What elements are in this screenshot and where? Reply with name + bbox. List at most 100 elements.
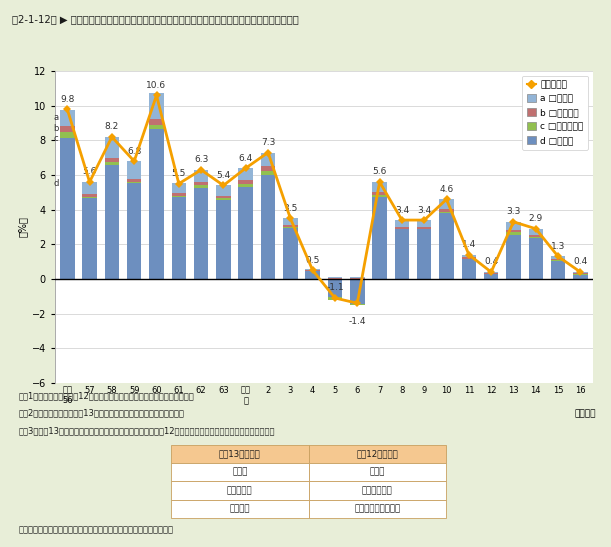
Text: d: d	[53, 179, 59, 188]
Bar	[327, 297, 342, 300]
Text: 6.4: 6.4	[239, 154, 253, 162]
Bar	[104, 137, 119, 158]
Bar	[395, 220, 409, 227]
Text: 2．平成８年度及び平成13年度に調査対象産業が追加されている。: 2．平成８年度及び平成13年度に調査対象産業が追加されている。	[18, 409, 184, 417]
Bar	[551, 259, 565, 260]
Bar	[283, 218, 298, 225]
Bar	[194, 182, 208, 185]
Bar	[194, 185, 208, 188]
Text: 3.4: 3.4	[417, 206, 431, 214]
Bar	[529, 238, 543, 279]
Text: 5.6: 5.6	[82, 167, 97, 177]
Bar	[507, 222, 521, 230]
Bar	[238, 168, 253, 181]
Bar	[372, 193, 387, 195]
Y-axis label: （%）: （%）	[18, 217, 27, 237]
Bar	[439, 213, 454, 279]
Bar	[82, 194, 97, 197]
Bar	[306, 271, 320, 279]
Bar	[372, 182, 387, 193]
Text: 5.5: 5.5	[172, 169, 186, 178]
Text: 3.3: 3.3	[507, 207, 521, 216]
Bar	[82, 198, 97, 279]
Bar	[261, 166, 276, 171]
Bar	[327, 277, 342, 278]
Text: 0.5: 0.5	[306, 256, 320, 265]
Legend: 実質増加率, a □大学等, b □公的機関, c □非営利団体, d □企業等: 実質増加率, a □大学等, b □公的機関, c □非営利団体, d □企業等	[522, 75, 588, 149]
Text: c: c	[53, 134, 58, 143]
Bar	[350, 304, 365, 305]
Bar	[261, 153, 276, 166]
Bar	[60, 138, 75, 279]
Bar	[127, 161, 141, 178]
Bar	[461, 255, 476, 257]
Bar	[127, 182, 141, 183]
Bar	[484, 272, 499, 273]
Bar	[372, 197, 387, 279]
Bar	[507, 235, 521, 279]
Text: -1.1: -1.1	[326, 283, 344, 293]
Bar	[306, 270, 320, 271]
Bar	[350, 279, 365, 304]
Bar	[529, 229, 543, 235]
Bar	[104, 165, 119, 279]
Bar	[216, 196, 231, 199]
Text: 0.4: 0.4	[484, 258, 499, 266]
Text: 6.3: 6.3	[194, 155, 208, 164]
Text: 6.8: 6.8	[127, 147, 141, 156]
Text: a: a	[53, 113, 59, 123]
Text: 7.3: 7.3	[261, 138, 275, 147]
Bar	[60, 132, 75, 138]
Text: 2.9: 2.9	[529, 214, 543, 223]
Bar	[327, 279, 342, 297]
Text: 3.4: 3.4	[395, 206, 409, 214]
Bar	[127, 178, 141, 182]
Bar	[238, 184, 253, 187]
Bar	[417, 227, 431, 229]
Text: 3.5: 3.5	[283, 204, 298, 213]
Bar	[60, 110, 75, 126]
Bar	[82, 182, 97, 194]
Bar	[573, 275, 588, 279]
Text: 資料：総務省統計局「科学技術研究調査報告」、総務省統計局データ: 資料：総務省統計局「科学技術研究調査報告」、総務省統計局データ	[18, 525, 174, 534]
Bar	[551, 260, 565, 279]
Bar	[261, 171, 276, 175]
Bar	[149, 93, 164, 119]
Bar	[238, 187, 253, 279]
Text: 注）1．デフレータは平成12年度を基準とし、各組織別の値を用いている。: 注）1．デフレータは平成12年度を基準とし、各組織別の値を用いている。	[18, 391, 194, 400]
Bar	[417, 220, 431, 227]
Bar	[149, 119, 164, 125]
Bar	[172, 196, 186, 197]
Bar	[484, 274, 499, 279]
Bar	[573, 272, 588, 274]
Text: 5.6: 5.6	[373, 167, 387, 177]
Text: 8.2: 8.2	[104, 123, 119, 131]
Bar	[194, 188, 208, 279]
Bar	[82, 197, 97, 198]
Bar	[60, 126, 75, 132]
Bar	[439, 209, 454, 212]
Text: 10.6: 10.6	[147, 81, 167, 90]
Bar	[461, 257, 476, 259]
Bar	[216, 199, 231, 200]
Bar	[573, 274, 588, 275]
Bar	[238, 181, 253, 184]
Bar	[395, 227, 409, 229]
Bar	[439, 199, 454, 209]
Text: b: b	[53, 124, 59, 133]
Bar	[104, 158, 119, 162]
Bar	[551, 257, 565, 259]
Bar	[327, 278, 342, 279]
Bar	[283, 227, 298, 229]
Bar	[417, 229, 431, 279]
Text: 4.6: 4.6	[439, 185, 453, 194]
Bar	[529, 236, 543, 238]
Text: 3．平成13年度から調査対象区分が変更されたため、平成12年度まではそれぞれ次の区分の数値である。: 3．平成13年度から調査対象区分が変更されたため、平成12年度まではそれぞれ次の…	[18, 426, 275, 435]
Bar	[439, 212, 454, 213]
Bar	[216, 185, 231, 196]
Text: （年度）: （年度）	[574, 409, 596, 418]
Bar	[216, 200, 231, 279]
Text: 1.3: 1.3	[551, 242, 565, 251]
Bar	[127, 183, 141, 279]
Text: 1.4: 1.4	[462, 240, 476, 249]
